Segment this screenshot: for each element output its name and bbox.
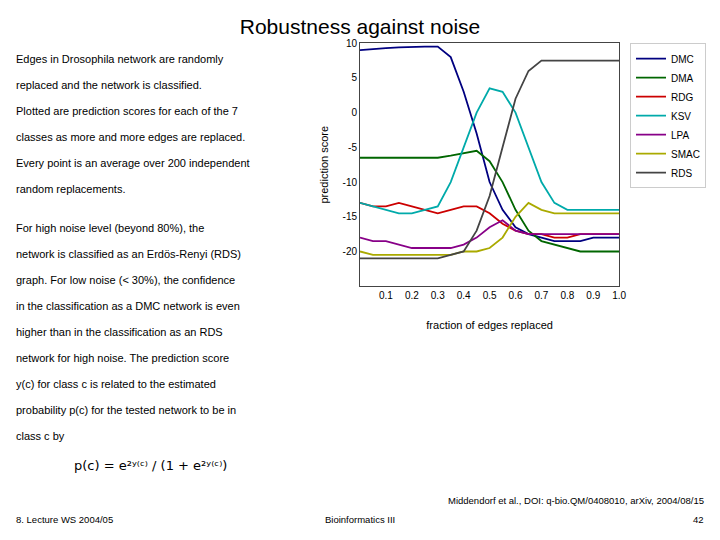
svg-text:1.0: 1.0: [612, 290, 626, 301]
svg-text:Bioinformatics III: Bioinformatics III: [325, 514, 395, 525]
svg-text:p(c) = e²ʸ⁽ᶜ⁾ / (1 + e²ʸ⁽ᶜ⁾): p(c) = e²ʸ⁽ᶜ⁾ / (1 + e²ʸ⁽ᶜ⁾): [74, 458, 227, 473]
svg-text:8. Lecture WS 2004/05: 8. Lecture WS 2004/05: [16, 514, 113, 525]
svg-text:For high noise level (beyond 8: For high noise level (beyond 80%), the: [16, 222, 204, 234]
svg-text:0.2: 0.2: [405, 290, 419, 301]
svg-text:RDG: RDG: [671, 92, 693, 103]
svg-text:DMC: DMC: [671, 54, 694, 65]
svg-text:RDS: RDS: [671, 168, 692, 179]
svg-text:0.5: 0.5: [483, 290, 497, 301]
svg-text:-20: -20: [343, 246, 358, 257]
svg-text:DMA: DMA: [671, 73, 694, 84]
svg-text:0.1: 0.1: [379, 290, 393, 301]
svg-text:prediction score: prediction score: [318, 126, 330, 204]
svg-text:SMAC: SMAC: [671, 149, 700, 160]
svg-text:5: 5: [351, 72, 357, 83]
svg-text:replaced and the network is cl: replaced and the network is classified.: [16, 79, 202, 91]
svg-text:0.9: 0.9: [586, 290, 600, 301]
svg-text:graph. For low noise (< 30%),: graph. For low noise (< 30%), the confid…: [16, 274, 235, 286]
svg-text:in the classification as a DMC: in the classification as a DMC network i…: [16, 300, 240, 312]
svg-text:0.4: 0.4: [457, 290, 471, 301]
svg-text:0.6: 0.6: [509, 290, 523, 301]
svg-text:0.8: 0.8: [560, 290, 574, 301]
svg-text:0: 0: [351, 107, 357, 118]
svg-text:Plotted are prediction scores: Plotted are prediction scores for each o…: [16, 105, 238, 117]
svg-text:KSV: KSV: [671, 111, 691, 122]
svg-text:-10: -10: [343, 177, 358, 188]
svg-text:0.7: 0.7: [534, 290, 548, 301]
svg-text:fraction of edges replaced: fraction of edges replaced: [426, 319, 553, 331]
svg-text:-5: -5: [348, 142, 357, 153]
svg-text:Middendorf et al., DOI: q-bio.: Middendorf et al., DOI: q-bio.QM/0408010…: [448, 495, 704, 506]
svg-text:probability p(c) for the teste: probability p(c) for the tested network …: [16, 404, 236, 416]
svg-text:network is classified as an Er: network is classified as an Erdös-Renyi …: [16, 248, 241, 260]
svg-text:10: 10: [346, 38, 358, 49]
svg-text:class c by: class c by: [16, 430, 65, 442]
svg-text:0.3: 0.3: [431, 290, 445, 301]
svg-text:42: 42: [693, 514, 704, 525]
svg-text:Robustness against noise: Robustness against noise: [240, 15, 481, 38]
svg-text:LPA: LPA: [671, 130, 689, 141]
svg-text:random replacements.: random replacements.: [16, 183, 125, 195]
svg-text:y(c) for class c is related to: y(c) for class c is related to the estim…: [16, 378, 216, 390]
svg-text:higher than in the classificat: higher than in the classification as an …: [16, 326, 223, 338]
svg-text:Every point is an average over: Every point is an average over 200 indep…: [16, 157, 250, 169]
svg-text:classes as more and more edges: classes as more and more edges are repla…: [16, 131, 245, 143]
svg-text:Edges in Drosophila network ar: Edges in Drosophila network are randomly: [16, 53, 224, 65]
svg-text:-15: -15: [343, 211, 358, 222]
svg-text:network for high noise. The pr: network for high noise. The prediction s…: [16, 352, 229, 364]
